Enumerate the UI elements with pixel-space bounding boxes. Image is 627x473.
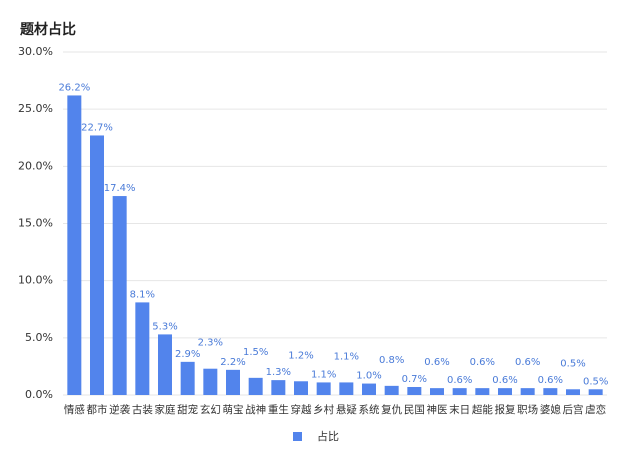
bar xyxy=(475,388,490,395)
x-tick-label: 末日 xyxy=(449,403,470,416)
bar xyxy=(430,388,444,395)
x-tick-label: 超能 xyxy=(472,403,493,416)
y-tick-label: 10.0% xyxy=(18,274,53,287)
x-tick-label: 后宫 xyxy=(563,403,584,416)
bar xyxy=(135,302,150,395)
bar xyxy=(384,385,399,395)
value-label: 0.7% xyxy=(402,374,427,385)
bar xyxy=(543,388,558,395)
bar xyxy=(180,361,195,395)
x-tick-label: 神医 xyxy=(427,403,448,416)
value-label: 0.6% xyxy=(470,357,495,368)
value-label: 0.6% xyxy=(538,375,563,386)
x-tick-label: 家庭 xyxy=(155,403,176,416)
value-label: 1.3% xyxy=(266,367,291,378)
bar xyxy=(588,389,603,395)
bar xyxy=(498,388,512,395)
x-tick-label: 重生 xyxy=(268,403,289,416)
value-label: 0.6% xyxy=(424,357,449,368)
value-label: 0.6% xyxy=(515,357,540,368)
y-tick-label: 20.0% xyxy=(18,159,53,172)
bar xyxy=(67,95,82,396)
bar xyxy=(362,383,376,395)
x-tick-label: 都市 xyxy=(87,403,108,416)
bar xyxy=(203,368,218,395)
value-label: 0.6% xyxy=(492,375,517,386)
x-tick-label: 战神 xyxy=(245,403,266,416)
bar xyxy=(112,196,127,395)
bar xyxy=(407,386,422,395)
bar xyxy=(316,382,331,395)
bar xyxy=(452,388,467,395)
value-label: 2.9% xyxy=(175,349,200,360)
x-tick-label: 民国 xyxy=(404,404,425,416)
bar xyxy=(339,382,354,395)
bar xyxy=(248,377,263,395)
value-label: 17.4% xyxy=(104,183,136,194)
y-tick-label: 15.0% xyxy=(18,217,53,230)
value-label: 1.1% xyxy=(334,351,359,362)
x-tick-label: 悬疑 xyxy=(336,404,357,416)
x-tick-label: 逆袭 xyxy=(109,403,130,416)
y-tick-label: 5.0% xyxy=(25,331,53,344)
value-label: 8.1% xyxy=(130,289,155,300)
x-tick-label: 虐恋 xyxy=(585,403,606,416)
value-label: 26.2% xyxy=(58,82,90,93)
value-label: 0.5% xyxy=(560,358,585,369)
x-tick-label: 系统 xyxy=(359,403,380,416)
bar xyxy=(520,388,535,395)
value-label: 5.3% xyxy=(152,321,177,332)
value-label: 1.1% xyxy=(311,369,336,380)
bar xyxy=(226,369,240,395)
legend-label: 占比 xyxy=(317,429,339,443)
x-tick-label: 情感 xyxy=(64,403,85,416)
value-label: 0.5% xyxy=(583,376,608,387)
value-label: 0.8% xyxy=(379,355,404,366)
value-label: 2.2% xyxy=(220,357,245,368)
x-tick-label: 古装 xyxy=(132,403,153,416)
x-tick-label: 复仇 xyxy=(381,403,402,416)
value-label: 1.5% xyxy=(243,347,268,358)
bar xyxy=(294,381,308,395)
y-tick-label: 25.0% xyxy=(18,102,53,115)
value-label: 22.7% xyxy=(81,122,113,133)
x-tick-label: 职场 xyxy=(517,403,538,416)
value-label: 0.6% xyxy=(447,375,472,386)
bar xyxy=(566,389,580,395)
y-tick-label: 30.0% xyxy=(18,45,53,58)
value-label: 1.0% xyxy=(356,371,381,382)
bar xyxy=(90,135,104,396)
x-tick-label: 报复 xyxy=(495,403,516,416)
x-tick-label: 玄幻 xyxy=(200,403,221,416)
x-tick-label: 穿越 xyxy=(291,403,312,416)
legend-swatch xyxy=(293,432,302,441)
y-tick-label: 0.0% xyxy=(25,388,53,401)
x-tick-label: 萌宝 xyxy=(223,403,244,416)
x-tick-label: 甜宠 xyxy=(177,403,198,416)
x-tick-label: 婆媳 xyxy=(540,403,561,416)
x-tick-label: 乡村 xyxy=(313,403,334,416)
bar xyxy=(271,380,286,395)
value-label: 1.2% xyxy=(288,350,313,361)
chart-title: 题材占比 xyxy=(20,21,76,38)
value-label: 2.3% xyxy=(198,338,223,349)
bar xyxy=(158,334,172,395)
